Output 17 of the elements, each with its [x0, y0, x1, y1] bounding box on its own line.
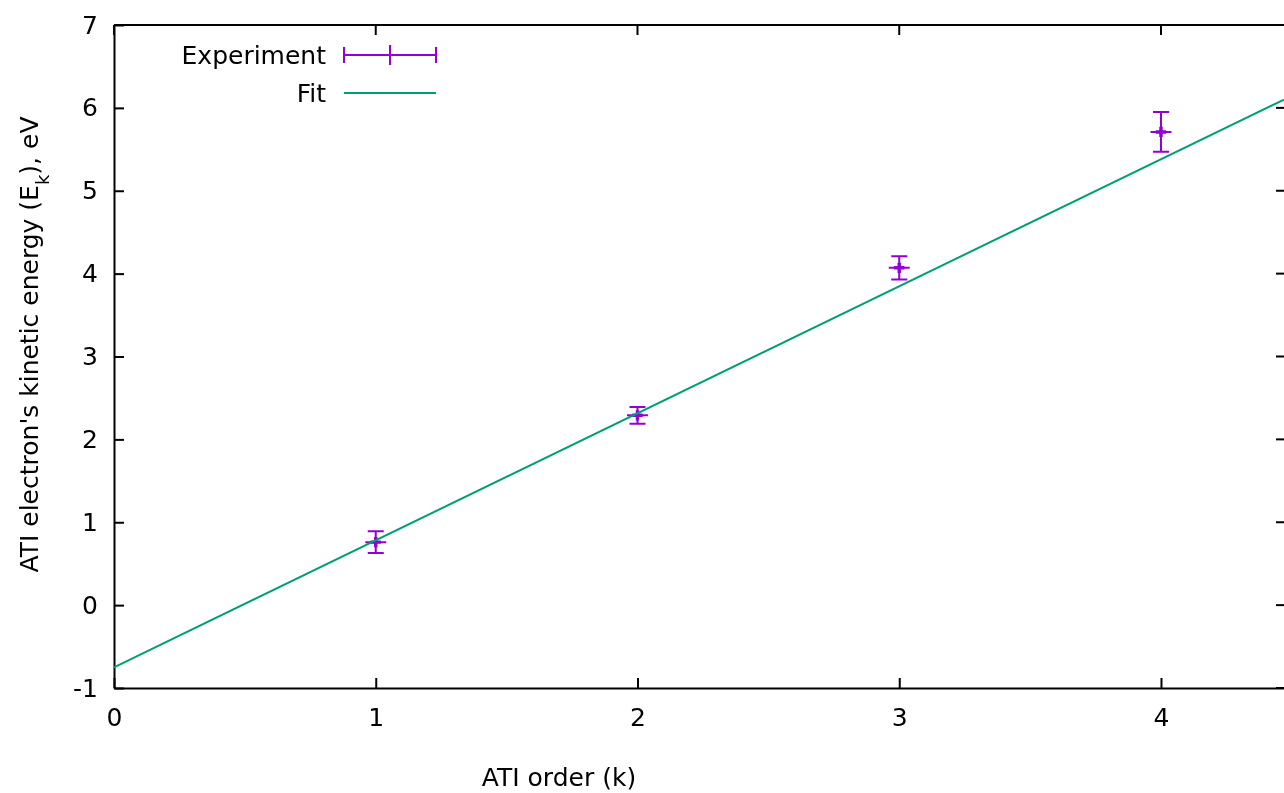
y-tick-label: 3	[82, 342, 98, 371]
y-tick-label: 4	[82, 259, 98, 289]
x-tick-label: 1	[368, 702, 385, 732]
legend-label: Experiment	[181, 41, 327, 70]
x-tick-label: 2	[630, 702, 646, 732]
legend-label: Fit	[296, 79, 327, 108]
y-tick-label: 1	[82, 507, 98, 537]
y-tick-label: 6	[82, 93, 98, 123]
y-tick-label: 0	[82, 590, 98, 620]
x-axis-title: ATI order (k)	[481, 763, 637, 792]
x-tick-label: 4	[1153, 702, 1170, 732]
x-tick-label: 0	[106, 702, 123, 732]
y-tick-label: 5	[82, 176, 98, 206]
y-tick-label: 7	[82, 10, 98, 40]
y-tick-label: 2	[82, 424, 98, 454]
y-tick-label: -1	[73, 673, 98, 703]
x-tick-label: 3	[891, 702, 908, 732]
